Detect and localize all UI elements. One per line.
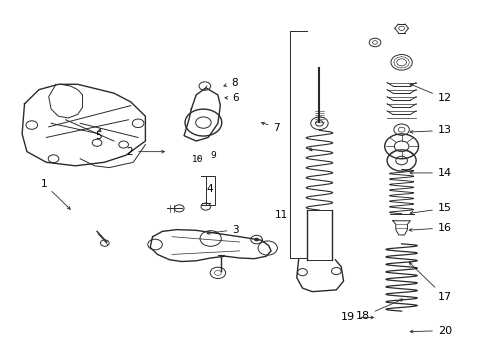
Text: 8: 8 [224,77,237,87]
Circle shape [254,238,259,241]
Text: 5: 5 [95,131,102,141]
Text: 11: 11 [274,211,287,220]
Text: 17: 17 [408,262,451,302]
Text: 15: 15 [409,203,451,214]
Text: 6: 6 [224,94,239,103]
Text: 7: 7 [261,122,280,132]
Text: 18: 18 [355,299,402,321]
Text: 14: 14 [409,168,451,178]
Text: 4: 4 [206,184,213,194]
Text: 20: 20 [409,326,451,336]
Text: 9: 9 [210,151,216,160]
Text: 3: 3 [206,225,239,235]
Text: 13: 13 [409,125,451,135]
Text: 19: 19 [341,312,373,322]
Bar [205,176,215,205]
Text: 1: 1 [41,179,70,209]
Text: 2: 2 [126,147,164,157]
Text: 12: 12 [409,84,451,103]
Text: 10: 10 [191,155,203,164]
Text: 16: 16 [408,223,451,233]
